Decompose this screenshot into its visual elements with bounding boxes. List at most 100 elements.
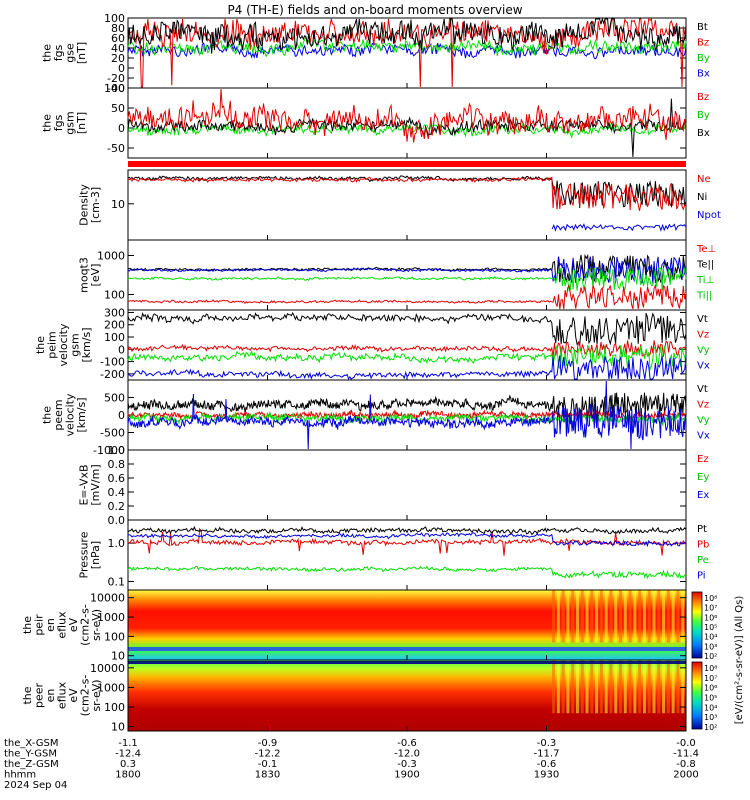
spectrogram-stripe bbox=[604, 660, 608, 714]
y-axis-label: gsm bbox=[64, 111, 77, 134]
y-axis-label: peim bbox=[46, 331, 59, 359]
series-Bx bbox=[127, 98, 687, 158]
y-axis-label: eV bbox=[67, 688, 80, 703]
y-axis-label: the bbox=[41, 406, 54, 424]
x-row-value: -0.0 bbox=[676, 738, 696, 749]
spectrogram-stripe bbox=[599, 660, 603, 714]
series-Ne bbox=[127, 176, 687, 211]
x-row-value: -0.8 bbox=[676, 759, 696, 770]
x-row-value: 2000 bbox=[673, 770, 698, 781]
y-tick-label: 50 bbox=[111, 102, 125, 115]
series-Vy bbox=[127, 411, 687, 427]
panel-temp: 1000 100 moqt3[eV] Te⊥ Te|| Ti⊥ Ti|| bbox=[78, 239, 716, 311]
x-axis-labels: the_X-GSM -1.1 -0.9 -0.6 -0.3 -0.0 the_Y-GSM -1… bbox=[4, 738, 699, 791]
y-axis-label: the bbox=[41, 114, 54, 132]
colorbar-tick: 10⁷ bbox=[704, 604, 717, 613]
y-tick-label: 10 bbox=[111, 721, 125, 734]
y-axis-label: [km/s] bbox=[75, 397, 88, 432]
panel-pressure: 1.0 0.1 Pressure[nPa] Pt Pb Pe Pi bbox=[78, 519, 709, 591]
y-tick-label: -500 bbox=[100, 427, 125, 440]
y-tick-label: -1000 bbox=[93, 444, 125, 457]
spectrogram-band bbox=[128, 647, 686, 651]
series-Pb bbox=[127, 527, 687, 556]
spectrogram-stripe bbox=[585, 590, 589, 643]
colorbar: 10⁸10⁷10⁶10⁵10⁴10³10²10⁸10⁷10⁶10⁵10⁴10³1… bbox=[691, 591, 745, 732]
spectrogram-stripe bbox=[657, 660, 661, 714]
y-tick-label: 500 bbox=[104, 392, 125, 405]
spectrogram-stripe bbox=[628, 660, 632, 714]
legend-Vx: Vx bbox=[697, 431, 710, 442]
y-axis-label: the bbox=[34, 336, 47, 354]
y-axis-label: velocity bbox=[57, 323, 70, 366]
colorbar-tick: 10³ bbox=[704, 713, 717, 722]
spectrogram-stripe bbox=[681, 590, 685, 643]
spectrogram-stripe bbox=[647, 660, 651, 714]
spectrogram-stripe bbox=[575, 590, 579, 643]
colorbar-bar bbox=[691, 661, 703, 730]
spectrogram-band bbox=[128, 661, 686, 664]
x-row-value: 0.3 bbox=[120, 759, 136, 770]
spectrogram-stripe bbox=[580, 660, 584, 714]
spectrogram-stripe bbox=[623, 590, 627, 643]
y-axis-label: eflux bbox=[56, 611, 69, 639]
series-Pi bbox=[127, 532, 687, 548]
legend-Bz: Bz bbox=[697, 38, 709, 49]
legend-Ni: Ni bbox=[697, 192, 707, 203]
y-tick-label: 20 bbox=[111, 52, 125, 65]
colorbar-tick: 10⁵ bbox=[704, 694, 717, 703]
y-tick-label: 1000 bbox=[97, 250, 125, 263]
x-row-value: -0.1 bbox=[258, 759, 278, 770]
legend-Te⊥: Te⊥ bbox=[696, 244, 716, 255]
panel-density: 10 Density[cm-3] Ne Ni Npot bbox=[78, 169, 721, 241]
colorbar-tick: 10⁸ bbox=[704, 594, 717, 603]
spectrogram-stripe bbox=[599, 590, 603, 643]
colorbar-tick: 10⁶ bbox=[704, 613, 717, 622]
panel-frame bbox=[127, 309, 687, 381]
spectrogram-stripe bbox=[552, 590, 556, 643]
spectrogram-stripe bbox=[633, 660, 637, 714]
spectrogram-stripe bbox=[614, 590, 618, 643]
colorbar-tick: 10³ bbox=[704, 642, 717, 651]
spectrogram-stripe bbox=[676, 590, 680, 643]
status-bar bbox=[128, 161, 686, 167]
x-row-value: -0.6 bbox=[537, 759, 557, 770]
x-row-value: -0.3 bbox=[537, 738, 557, 749]
y-tick-label: -20 bbox=[107, 72, 125, 85]
spectrogram-stripe bbox=[561, 660, 565, 714]
spectrogram-stripe bbox=[619, 590, 623, 643]
spectrogram-stripe bbox=[571, 660, 575, 714]
series-Vy bbox=[127, 344, 687, 372]
spectrogram-stripe bbox=[585, 660, 589, 714]
series-Bx bbox=[127, 40, 687, 60]
series-Bt bbox=[127, 17, 687, 54]
x-row-value: 1830 bbox=[255, 770, 280, 781]
spectrogram-stripe bbox=[652, 590, 656, 643]
y-tick-label: 100 bbox=[104, 12, 125, 25]
y-tick-label: 1000 bbox=[97, 611, 125, 624]
y-tick-label: 0.0 bbox=[108, 514, 126, 527]
legend-By: By bbox=[697, 53, 710, 64]
y-axis-label: [cm-3] bbox=[89, 187, 102, 223]
y-tick-label: 1.0 bbox=[108, 537, 126, 550]
series-Ni bbox=[127, 175, 687, 208]
legend-Bz: Bz bbox=[697, 92, 709, 103]
legend-Bx: Bx bbox=[697, 69, 710, 80]
legend-Vy: Vy bbox=[697, 345, 710, 356]
spectrogram-stripe bbox=[671, 590, 675, 643]
panel-frame bbox=[127, 449, 687, 521]
spectrogram-stripe bbox=[580, 590, 584, 643]
x-row-label: the_Y-GSM bbox=[4, 749, 57, 760]
y-tick-label: 0.2 bbox=[108, 500, 126, 513]
legend-Vz: Vz bbox=[697, 330, 709, 341]
legend-Vy: Vy bbox=[697, 415, 710, 426]
x-row-value: -0.9 bbox=[258, 738, 278, 749]
x-date-label: 2024 Sep 04 bbox=[4, 780, 67, 791]
x-row-value: -12.2 bbox=[255, 749, 281, 760]
y-tick-label: 0 bbox=[118, 343, 125, 356]
series-Vx bbox=[127, 355, 687, 380]
colorbar-tick: 10⁶ bbox=[704, 684, 717, 693]
colorbar-tick: 10⁴ bbox=[704, 633, 717, 642]
legend-Ti||: Ti|| bbox=[696, 291, 712, 302]
